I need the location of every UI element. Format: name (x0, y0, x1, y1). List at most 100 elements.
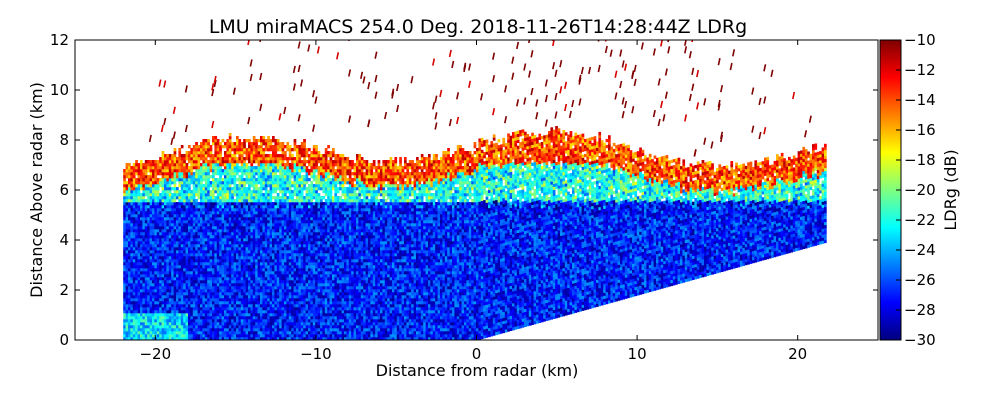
echo-cell (233, 232, 237, 236)
echo-cell (144, 283, 148, 287)
echo-cell (209, 244, 213, 248)
echo-cell (176, 187, 179, 191)
echo-cell (255, 250, 258, 254)
echo-cell (125, 166, 129, 170)
echo-cell (188, 325, 191, 329)
echo-cell (178, 286, 182, 290)
echo-cell (308, 226, 311, 230)
echo-cell (305, 307, 309, 311)
echo-cell (202, 148, 206, 152)
echo-cell (303, 238, 306, 242)
echo-cell (149, 166, 153, 170)
echo-cell (221, 337, 225, 340)
echo-cell (276, 226, 280, 230)
echo-cell (164, 289, 167, 293)
echo-cell (171, 178, 174, 182)
echo-cell (185, 301, 189, 305)
echo-cell (226, 274, 230, 278)
echo-cell (178, 202, 182, 206)
echo-cell (130, 325, 134, 329)
echo-cell (248, 313, 251, 317)
echo-cell (291, 154, 294, 158)
echo-cell (204, 322, 208, 326)
echo-cell (276, 274, 280, 278)
echo-cell (197, 235, 201, 239)
echo-cell (224, 196, 227, 200)
echo-cell (178, 319, 182, 323)
echo-cell (140, 181, 143, 185)
echo-cell (291, 250, 294, 254)
echo-cell (207, 223, 210, 227)
echo-cell (226, 232, 230, 236)
echo-cell (267, 274, 270, 278)
echo-cell (272, 202, 275, 206)
echo-cell (123, 259, 126, 263)
echo-cell (264, 250, 268, 254)
echo-cell (221, 199, 225, 203)
echo-cell (255, 190, 258, 194)
echo-cell (123, 172, 126, 176)
echo-cell (291, 259, 294, 263)
echo-cell (281, 166, 285, 170)
echo-cell (161, 316, 165, 320)
echo-cell (216, 166, 220, 170)
echo-cell (192, 322, 196, 326)
echo-cell (274, 172, 278, 176)
echo-cell (245, 292, 249, 296)
echo-cell (183, 250, 186, 254)
echo-cell (132, 217, 136, 221)
echo-cell (142, 280, 146, 284)
echo-cell (286, 337, 290, 340)
echo-cell (262, 244, 266, 248)
echo-cell (250, 199, 254, 203)
echo-cell (200, 142, 203, 146)
echo-cell (132, 304, 136, 308)
echo-cell (240, 316, 244, 320)
echo-cell (168, 277, 172, 281)
echo-cell (252, 286, 256, 290)
echo-cell (231, 313, 234, 317)
echo-cell (267, 199, 270, 203)
echo-cell (236, 313, 239, 317)
echo-cell (200, 187, 203, 191)
echo-cell (132, 190, 136, 194)
echo-cell (137, 295, 141, 299)
echo-cell (190, 205, 194, 209)
echo-cell (296, 295, 299, 299)
echo-cell (300, 241, 304, 245)
echo-cell (161, 187, 165, 191)
echo-cell (250, 211, 254, 215)
echo-cell (288, 220, 292, 224)
echo-cell (192, 253, 196, 257)
echo-cell (236, 337, 239, 340)
echo-cell (209, 208, 213, 212)
echo-cell (180, 316, 184, 320)
echo-cell (152, 211, 155, 215)
echo-cell (173, 187, 177, 191)
echo-cell (171, 262, 174, 266)
echo-cell (190, 289, 194, 293)
echo-cell (180, 280, 184, 284)
echo-cell (240, 325, 244, 329)
echo-cell (264, 319, 268, 323)
echo-cell (168, 235, 172, 239)
echo-cell (257, 307, 261, 311)
echo-cell (149, 337, 153, 340)
echo-cell (252, 154, 256, 158)
echo-cell (142, 253, 146, 257)
echo-cell (281, 184, 285, 188)
echo-cell (200, 241, 203, 245)
echo-cell (209, 304, 213, 308)
echo-cell (207, 262, 210, 266)
echo-cell (137, 328, 141, 332)
echo-cell (128, 286, 131, 290)
echo-cell (173, 328, 177, 332)
echo-cell (130, 274, 134, 278)
echo-cell (257, 262, 261, 266)
echo-cell (173, 271, 177, 275)
echo-cell (130, 229, 134, 233)
echo-cell (252, 187, 256, 191)
echo-cell (281, 316, 285, 320)
echo-cell (188, 337, 191, 340)
echo-cell (190, 313, 194, 317)
